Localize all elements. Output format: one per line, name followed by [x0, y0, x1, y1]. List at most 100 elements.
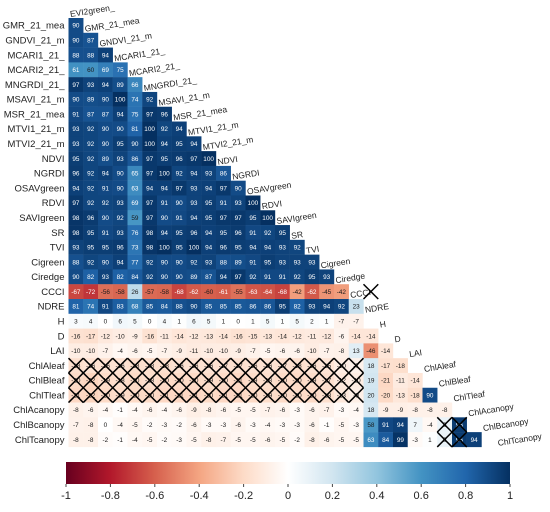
cell-value: 84: [161, 304, 169, 311]
cell-value: -62: [189, 289, 199, 296]
legend-color-bar: [66, 462, 510, 484]
cell-value: -67: [71, 289, 81, 296]
cell-value: 92: [87, 185, 95, 192]
insignificant-cross: [97, 357, 114, 374]
heatmap-cell: [142, 136, 158, 152]
cell-value: 69: [131, 200, 139, 207]
heatmap-cell: [304, 299, 320, 314]
column-label: D: [394, 334, 402, 345]
row-label: GNDVI_21_m: [5, 35, 64, 46]
cell-value: -14: [175, 333, 185, 340]
cell-value: 90: [131, 141, 139, 148]
row-label: GMR_21_mea: [3, 21, 65, 32]
heatmap-cell: [186, 313, 202, 329]
legend-tick-label: 0.2: [325, 490, 340, 502]
heatmap-cell: [186, 225, 202, 241]
cell-value: 90: [102, 126, 110, 133]
heatmap-cell: [83, 210, 99, 226]
insignificant-cross: [200, 387, 217, 404]
cell-value: 0: [148, 318, 152, 325]
heatmap-cell: [186, 165, 202, 181]
column-label: LAI: [408, 347, 422, 359]
cell-value: 91: [102, 185, 110, 192]
heatmap-cell: [171, 165, 187, 181]
cell-value: 81: [72, 304, 80, 311]
cell-value: 91: [102, 230, 110, 237]
cell-value: 94: [249, 245, 257, 252]
cell-value: 85: [205, 304, 213, 311]
heatmap-cell: [171, 343, 187, 359]
cell-value: -42: [293, 289, 303, 296]
heatmap-cell: [363, 358, 379, 374]
legend-tick-label: -0.8: [101, 490, 120, 502]
heatmap-cell: [142, 165, 158, 181]
row-label: TVI: [50, 243, 65, 254]
heatmap-cell: [68, 343, 84, 359]
heatmap-cell: [83, 165, 99, 181]
cell-value: -14: [411, 378, 421, 385]
cell-value: 93: [117, 230, 125, 237]
heatmap-cell: [83, 432, 99, 448]
heatmap-cell: [83, 328, 99, 344]
heatmap-cell: [98, 106, 113, 122]
heatmap-cell: [83, 239, 99, 255]
cell-value: -13: [396, 392, 406, 399]
cell-value: 91: [264, 274, 272, 281]
insignificant-cross: [171, 387, 188, 404]
heatmap-cell: [142, 151, 158, 167]
heatmap-cell: [83, 402, 99, 418]
column-label: MNGRDI_21_: [143, 75, 198, 93]
column-label: MSR_21_mea: [172, 104, 227, 122]
cell-value: 98: [72, 230, 80, 237]
heatmap-cell: [378, 358, 394, 374]
heatmap-cell: [304, 343, 320, 359]
heatmap-cell: [407, 372, 423, 388]
cell-value: 100: [159, 171, 170, 178]
heatmap-cell: [68, 91, 84, 107]
cell-value: 92: [161, 126, 169, 133]
cell-value: 93: [308, 259, 316, 266]
heatmap-cell: [201, 180, 217, 196]
cell-value: 90: [176, 259, 184, 266]
heatmap-cell: [186, 180, 202, 196]
cell-value: -6: [132, 348, 138, 355]
heatmap-cell: [157, 254, 172, 270]
cell-value: 95: [205, 215, 213, 222]
heatmap-cell: [157, 225, 172, 241]
heatmap-cell: [98, 91, 113, 107]
cell-value: -8: [88, 437, 94, 444]
heatmap-cell: [68, 239, 84, 255]
cell-value: 95: [264, 259, 272, 266]
row-label: MTVI1_21_m: [7, 124, 64, 135]
heatmap-cell: [127, 299, 143, 314]
cell-value: 86: [131, 156, 139, 163]
heatmap-cell: [363, 343, 379, 359]
heatmap-cell: [201, 254, 217, 270]
heatmap-cell: [378, 343, 394, 359]
row-label: MCARI1_21_: [7, 50, 65, 61]
heatmap-cell: [142, 269, 158, 285]
heatmap-cell: [260, 225, 276, 241]
cell-value: 99: [397, 437, 405, 444]
heatmap-cell: [230, 402, 246, 418]
cell-value: 93: [279, 245, 287, 252]
heatmap-cell: [348, 432, 364, 448]
cell-value: -68: [175, 289, 185, 296]
cell-value: 100: [144, 126, 155, 133]
cell-value: 75: [131, 111, 139, 118]
cell-value: 90: [72, 274, 80, 281]
insignificant-cross: [171, 357, 188, 374]
cell-value: 90: [176, 200, 184, 207]
cell-value: 90: [117, 171, 125, 178]
heatmap-cell: [334, 343, 349, 359]
heatmap-cell: [127, 402, 143, 418]
insignificant-cross: [215, 387, 232, 404]
heatmap-cell: [275, 343, 290, 359]
cell-value: 92: [87, 156, 95, 163]
insignificant-cross: [112, 357, 129, 374]
row-label: NDRE: [38, 302, 65, 313]
heatmap-cell: [112, 77, 128, 93]
cell-value: -9: [176, 348, 182, 355]
cell-value: 3: [74, 318, 78, 325]
heatmap-cell: [230, 254, 246, 270]
